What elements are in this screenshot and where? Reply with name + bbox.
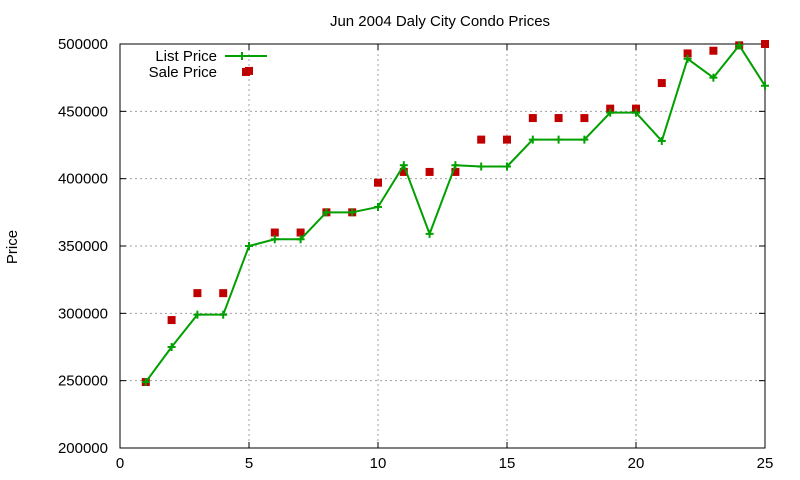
x-tick-label: 10 bbox=[370, 455, 387, 472]
list-price-point bbox=[374, 202, 382, 211]
legend-list-price-label: List Price bbox=[155, 48, 217, 65]
x-tick-label: 15 bbox=[499, 455, 516, 472]
list-price-point bbox=[270, 235, 279, 244]
sale-price-point bbox=[554, 114, 563, 123]
sale-price-point bbox=[270, 228, 279, 237]
sale-price-point bbox=[657, 79, 666, 88]
sale-price-point bbox=[528, 114, 537, 123]
sale-price-point bbox=[683, 49, 692, 58]
sale-price-point bbox=[425, 167, 434, 176]
list-price-point bbox=[503, 162, 511, 171]
list-price-point bbox=[477, 162, 486, 171]
sale-price-point bbox=[632, 104, 640, 113]
legend-sale-price-label: Sale Price bbox=[149, 64, 217, 81]
y-tick-label: 200000 bbox=[58, 440, 108, 457]
axes bbox=[119, 43, 766, 449]
list-price-point bbox=[735, 41, 744, 50]
x-tick-label: 20 bbox=[628, 455, 645, 472]
list-price-point bbox=[683, 54, 692, 63]
list-price-point bbox=[606, 108, 615, 117]
y-tick-label: 350000 bbox=[58, 238, 108, 255]
x-tick-label: 5 bbox=[245, 455, 253, 472]
list-price-point bbox=[141, 378, 150, 387]
list-price-point bbox=[348, 208, 357, 217]
list-price-point bbox=[528, 135, 537, 144]
grid bbox=[120, 44, 765, 448]
sale-price-point bbox=[374, 178, 382, 187]
y-tick-label: 450000 bbox=[58, 103, 108, 120]
sale-price-point bbox=[580, 114, 589, 123]
legend-sale-price-swatch bbox=[242, 68, 250, 76]
list-price-point bbox=[632, 108, 640, 117]
sale-price-point bbox=[606, 104, 615, 113]
list-price-point bbox=[657, 136, 666, 145]
list-price-point bbox=[709, 73, 718, 82]
list-price-point bbox=[554, 135, 563, 144]
x-tick-label: 0 bbox=[116, 455, 124, 472]
list-price-point bbox=[761, 81, 769, 90]
sale-price-point bbox=[709, 46, 718, 55]
sale-price-point bbox=[167, 316, 176, 325]
y-axis-label: Price bbox=[4, 230, 21, 264]
y-tick-label: 300000 bbox=[58, 305, 108, 322]
list-price-point bbox=[296, 235, 305, 244]
y-tick-label: 500000 bbox=[58, 36, 108, 53]
list-price-point bbox=[580, 135, 589, 144]
sale-price-point bbox=[451, 167, 460, 176]
list-price-line bbox=[144, 44, 766, 383]
sale-price-point bbox=[193, 289, 202, 298]
list-price-point bbox=[399, 161, 408, 170]
list-price-point bbox=[451, 161, 460, 170]
list-price-point bbox=[425, 229, 434, 238]
x-tick-label: 25 bbox=[757, 455, 774, 472]
list-price-point bbox=[193, 310, 202, 319]
list-price-point bbox=[167, 343, 176, 351]
tick-labels: 0 5 10 15 20 25 200000 250000 300000 350000 400000… bbox=[58, 36, 773, 472]
sale-price-point bbox=[503, 135, 511, 144]
list-price-point bbox=[322, 208, 331, 217]
sale-price-point bbox=[399, 167, 408, 176]
y-tick-label: 400000 bbox=[58, 171, 108, 188]
series bbox=[141, 40, 769, 387]
list-price-point bbox=[245, 242, 253, 250]
y-tick-label: 250000 bbox=[58, 373, 108, 390]
list-price-point bbox=[219, 310, 228, 319]
chart-title: Jun 2004 Daly City Condo Prices bbox=[330, 13, 550, 30]
sale-price-point bbox=[296, 228, 305, 237]
sale-price-point bbox=[477, 135, 486, 144]
sale-price-point bbox=[219, 289, 228, 298]
sale-price-point bbox=[761, 40, 769, 48]
